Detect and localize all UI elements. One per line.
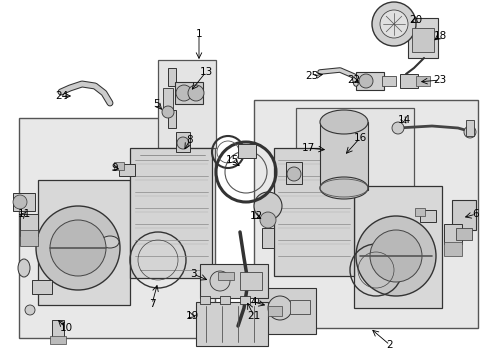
Bar: [267, 306, 282, 316]
Text: 9: 9: [111, 163, 118, 173]
Bar: [32, 280, 52, 294]
Text: 21: 21: [247, 311, 260, 321]
Bar: [168, 68, 176, 86]
Bar: [289, 300, 309, 314]
Ellipse shape: [319, 177, 367, 199]
Circle shape: [358, 74, 372, 88]
Text: 17: 17: [301, 143, 314, 153]
Bar: [130, 148, 212, 278]
Bar: [411, 28, 433, 52]
Text: 25: 25: [305, 71, 318, 81]
Circle shape: [267, 296, 291, 320]
Bar: [443, 224, 461, 244]
Circle shape: [369, 230, 421, 282]
Bar: [19, 118, 215, 338]
Circle shape: [391, 122, 403, 134]
Text: 7: 7: [148, 299, 155, 309]
Circle shape: [177, 137, 189, 149]
Bar: [175, 82, 203, 104]
Ellipse shape: [101, 236, 119, 248]
Circle shape: [50, 220, 106, 276]
Bar: [253, 100, 477, 328]
Text: 4: 4: [250, 297, 257, 307]
Circle shape: [355, 216, 435, 296]
Bar: [381, 76, 395, 86]
Text: 1: 1: [195, 29, 202, 39]
Bar: [50, 336, 66, 344]
Circle shape: [209, 271, 229, 291]
Text: 16: 16: [353, 133, 366, 143]
Circle shape: [162, 106, 174, 118]
Bar: [158, 60, 216, 148]
Bar: [465, 120, 473, 136]
Circle shape: [13, 195, 27, 209]
Bar: [273, 148, 353, 276]
Bar: [13, 193, 35, 211]
Bar: [407, 18, 437, 58]
Text: 12: 12: [249, 211, 262, 221]
Bar: [176, 132, 190, 152]
Text: 19: 19: [185, 311, 198, 321]
Text: 11: 11: [18, 209, 31, 219]
Bar: [258, 288, 315, 334]
Bar: [220, 296, 229, 304]
Text: 20: 20: [408, 15, 422, 25]
Ellipse shape: [18, 259, 30, 277]
Bar: [114, 162, 124, 170]
Bar: [295, 108, 413, 233]
Text: 23: 23: [432, 75, 446, 85]
Circle shape: [463, 126, 475, 138]
Circle shape: [371, 2, 415, 46]
Circle shape: [253, 192, 282, 220]
Circle shape: [187, 85, 203, 101]
Bar: [285, 162, 302, 184]
Circle shape: [176, 85, 192, 101]
Bar: [119, 164, 135, 176]
Text: 6: 6: [472, 209, 478, 219]
Circle shape: [286, 167, 301, 181]
Circle shape: [25, 305, 35, 315]
Circle shape: [379, 10, 407, 38]
Bar: [200, 296, 209, 304]
Text: 24: 24: [55, 91, 68, 101]
Bar: [38, 180, 130, 305]
Bar: [218, 272, 234, 280]
Circle shape: [36, 206, 120, 290]
Text: 10: 10: [60, 323, 72, 333]
Bar: [451, 200, 475, 230]
Bar: [443, 242, 461, 256]
Text: 8: 8: [186, 135, 193, 145]
Bar: [20, 214, 38, 236]
Bar: [415, 76, 429, 86]
Bar: [353, 186, 441, 308]
Bar: [240, 296, 249, 304]
Bar: [240, 272, 262, 290]
Text: 22: 22: [346, 75, 360, 85]
Bar: [319, 122, 367, 190]
Bar: [52, 320, 64, 338]
Text: 5: 5: [153, 99, 160, 109]
Ellipse shape: [319, 110, 367, 134]
Bar: [238, 144, 256, 158]
Text: 14: 14: [397, 115, 410, 125]
Bar: [168, 110, 176, 128]
Bar: [163, 88, 173, 110]
Bar: [419, 210, 435, 222]
Text: 18: 18: [432, 31, 446, 41]
Bar: [455, 228, 471, 240]
Bar: [200, 264, 267, 298]
Bar: [20, 230, 38, 246]
Text: 3: 3: [189, 269, 196, 279]
Bar: [414, 208, 424, 216]
Text: 15: 15: [225, 155, 238, 165]
Circle shape: [260, 212, 275, 228]
Bar: [262, 228, 273, 248]
Bar: [399, 74, 417, 88]
Text: 13: 13: [199, 67, 212, 77]
Bar: [196, 302, 267, 346]
Text: 2: 2: [386, 340, 392, 350]
Bar: [355, 72, 383, 90]
